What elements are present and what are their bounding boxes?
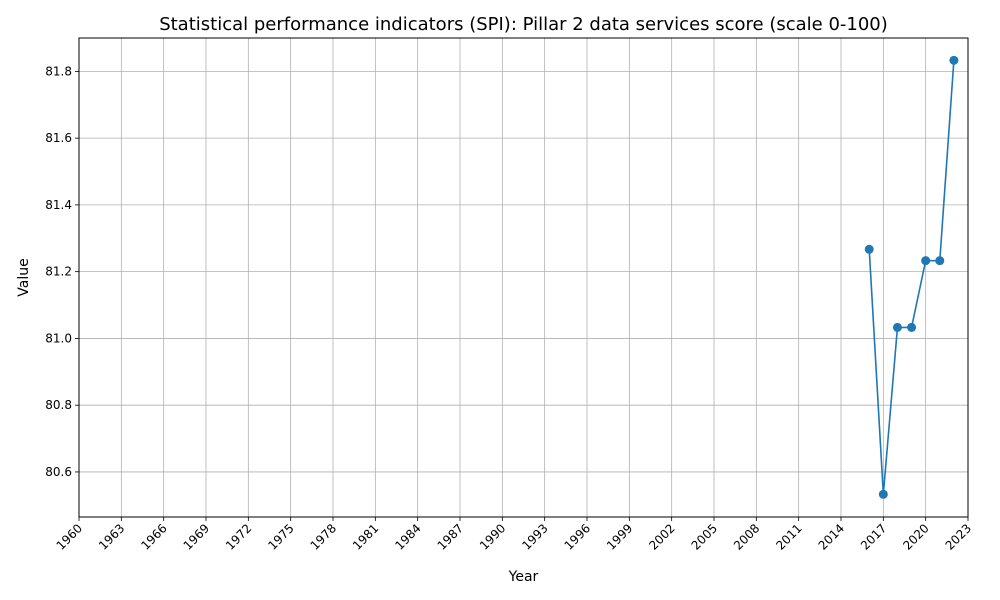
y-tick-label: 81.4: [45, 198, 72, 212]
data-point: [892, 322, 902, 332]
data-point: [921, 256, 931, 266]
x-tick-label: 1960: [54, 521, 85, 552]
x-tick-label: 1999: [604, 521, 635, 552]
x-axis-ticks: 1960 1963 1966 1969 1972 1975 1978 1981 1984 1987…: [54, 517, 974, 553]
x-tick-label: 2020: [900, 521, 931, 552]
y-tick-label: 81.6: [45, 131, 72, 145]
data-point: [907, 322, 917, 332]
y-tick-label: 80.6: [45, 465, 72, 479]
plot-area-frame: [78, 37, 969, 518]
y-tick-label: 81.0: [45, 331, 72, 345]
x-tick-label: 2014: [816, 521, 847, 552]
data-point: [864, 244, 874, 254]
x-axis-title: Year: [508, 569, 539, 585]
x-tick-label: 1984: [392, 521, 423, 552]
x-tick-label: 1996: [562, 521, 593, 552]
y-tick-label: 81.8: [45, 64, 72, 78]
y-axis-ticks: 80.6 80.8 81.0 81.2 81.4 81.6 81.8: [45, 64, 79, 479]
x-tick-label: 1966: [138, 521, 169, 552]
x-tick-label: 1981: [350, 521, 381, 552]
y-axis-title: Value: [16, 258, 32, 296]
x-tick-label: 1963: [96, 521, 127, 552]
chart-title: Statistical performance indicators (SPI)…: [159, 14, 888, 35]
x-tick-label: 2017: [858, 521, 889, 552]
x-tick-label: 1993: [519, 521, 550, 552]
x-tick-label: 2023: [943, 521, 974, 552]
x-tick-label: 1975: [265, 521, 296, 552]
y-tick-label: 80.8: [45, 398, 72, 412]
x-tick-label: 1969: [181, 521, 212, 552]
data-point: [949, 55, 959, 65]
x-tick-label: 2002: [646, 521, 677, 552]
data-point: [878, 489, 888, 499]
series-line: [868, 60, 955, 495]
x-tick-label: 1990: [477, 521, 508, 552]
x-tick-label: 2011: [773, 521, 804, 552]
x-tick-label: 1987: [435, 521, 466, 552]
x-tick-label: 1978: [308, 521, 339, 552]
y-tick-label: 81.2: [45, 265, 72, 279]
x-tick-label: 1972: [223, 521, 254, 552]
x-tick-label: 2005: [689, 521, 720, 552]
grid: [78, 38, 969, 517]
data-point: [935, 256, 945, 266]
x-tick-label: 2008: [731, 521, 762, 552]
series-layer: [864, 55, 959, 499]
